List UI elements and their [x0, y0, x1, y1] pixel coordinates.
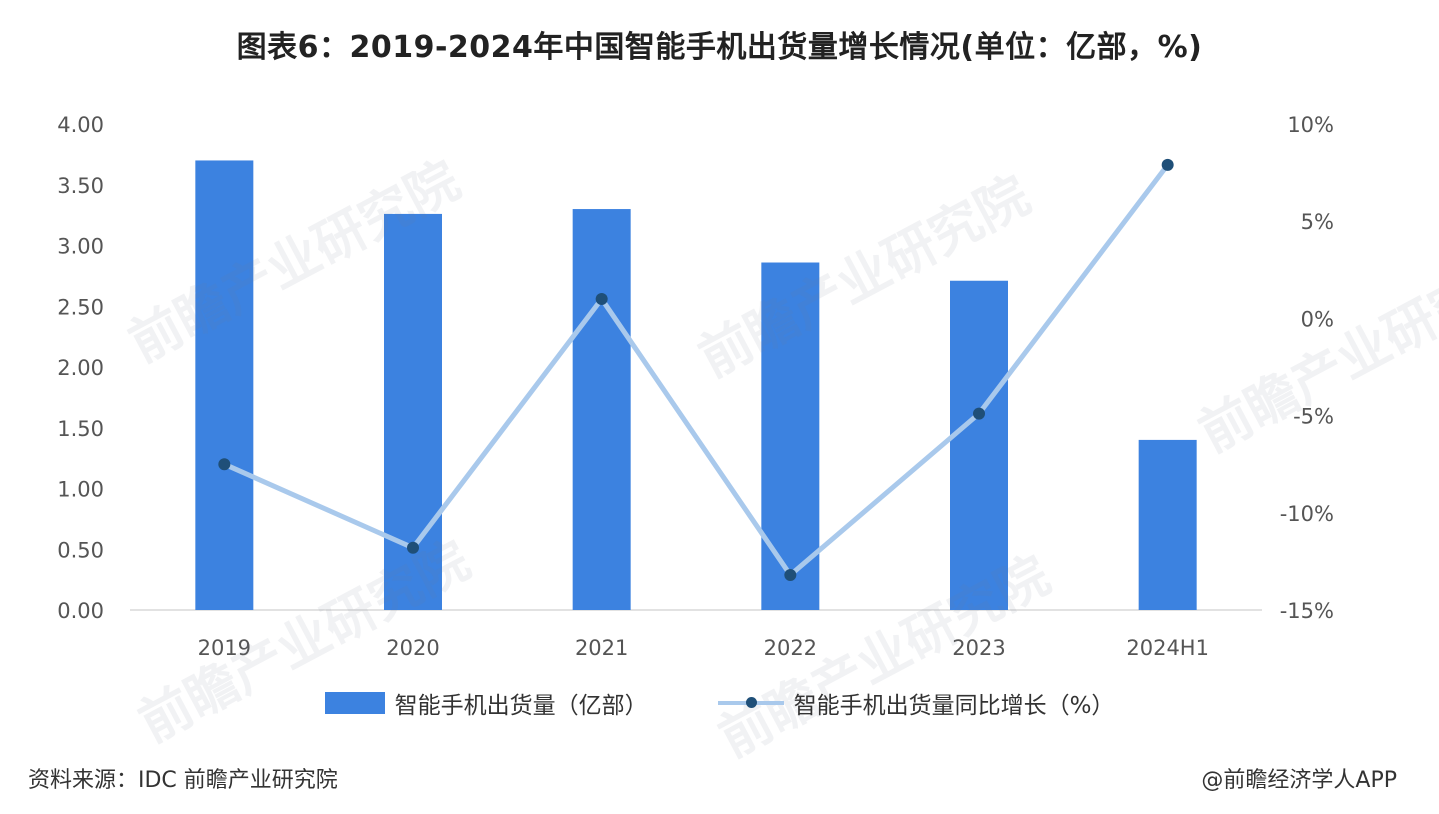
right-axis-tick-label: 10% [1287, 113, 1334, 137]
legend-bar-swatch [324, 692, 385, 714]
bar [1138, 439, 1197, 610]
bar [761, 262, 820, 610]
bar [950, 280, 1008, 610]
growth-point [407, 541, 419, 554]
chart-title: 图表6：2019-2024年中国智能手机出货量增长情况(单位：亿部，%) [236, 30, 1203, 65]
left-axis-tick-label: 0.50 [57, 538, 104, 562]
legend-item-growth: 智能手机出货量同比增长（%） [717, 686, 1115, 720]
x-axis-tick-label: 2021 [575, 636, 628, 660]
growth-point [973, 407, 985, 420]
source-note: 资料来源：IDC 前瞻产业研究院 [28, 768, 338, 793]
left-axis-tick-label: 2.00 [57, 356, 104, 380]
x-axis-tick-label: 2019 [198, 636, 251, 660]
left-axis-tick-label: 0.00 [57, 599, 104, 623]
legend-label-growth: 智能手机出货量同比增长（%） [793, 693, 1115, 719]
right-axis-tick-label: 0% [1301, 307, 1334, 331]
growth-point [1161, 158, 1174, 171]
growth-point [595, 292, 608, 305]
left-axis-tick-label: 2.50 [57, 295, 104, 319]
chart-legend: 智能手机出货量（亿部） 智能手机出货量同比增长（%） [0, 686, 1439, 720]
x-axis-tick-label: 2023 [952, 636, 1005, 660]
right-axis-tick-label: 5% [1301, 210, 1334, 234]
right-axis-tick-label: -10% [1280, 502, 1334, 526]
left-axis-tick-label: 1.00 [57, 478, 104, 502]
right-axis-tick-label: -5% [1293, 405, 1334, 429]
bar [572, 209, 631, 611]
left-axis-tick-label: 4.00 [57, 113, 104, 137]
legend-label-shipments: 智能手机出货量（亿部） [394, 693, 648, 719]
left-axis-tick-label: 1.50 [57, 417, 104, 441]
legend-item-shipments: 智能手机出货量（亿部） [324, 686, 648, 720]
left-axis-tick-label: 3.50 [57, 174, 104, 198]
x-axis-tick-label: 2024H1 [1126, 636, 1209, 660]
credit-note: @前瞻经济学人APP [1201, 768, 1397, 793]
right-axis-tick-label: -15% [1280, 599, 1334, 623]
bar [195, 160, 254, 610]
x-axis-tick-label: 2022 [764, 636, 817, 660]
growth-point [218, 458, 231, 471]
growth-series-line [223, 163, 1170, 578]
growth-point [784, 569, 797, 582]
left-axis-tick-label: 3.00 [57, 235, 104, 259]
legend-line-swatch [717, 692, 784, 714]
x-axis-tick-label: 2020 [386, 636, 439, 660]
